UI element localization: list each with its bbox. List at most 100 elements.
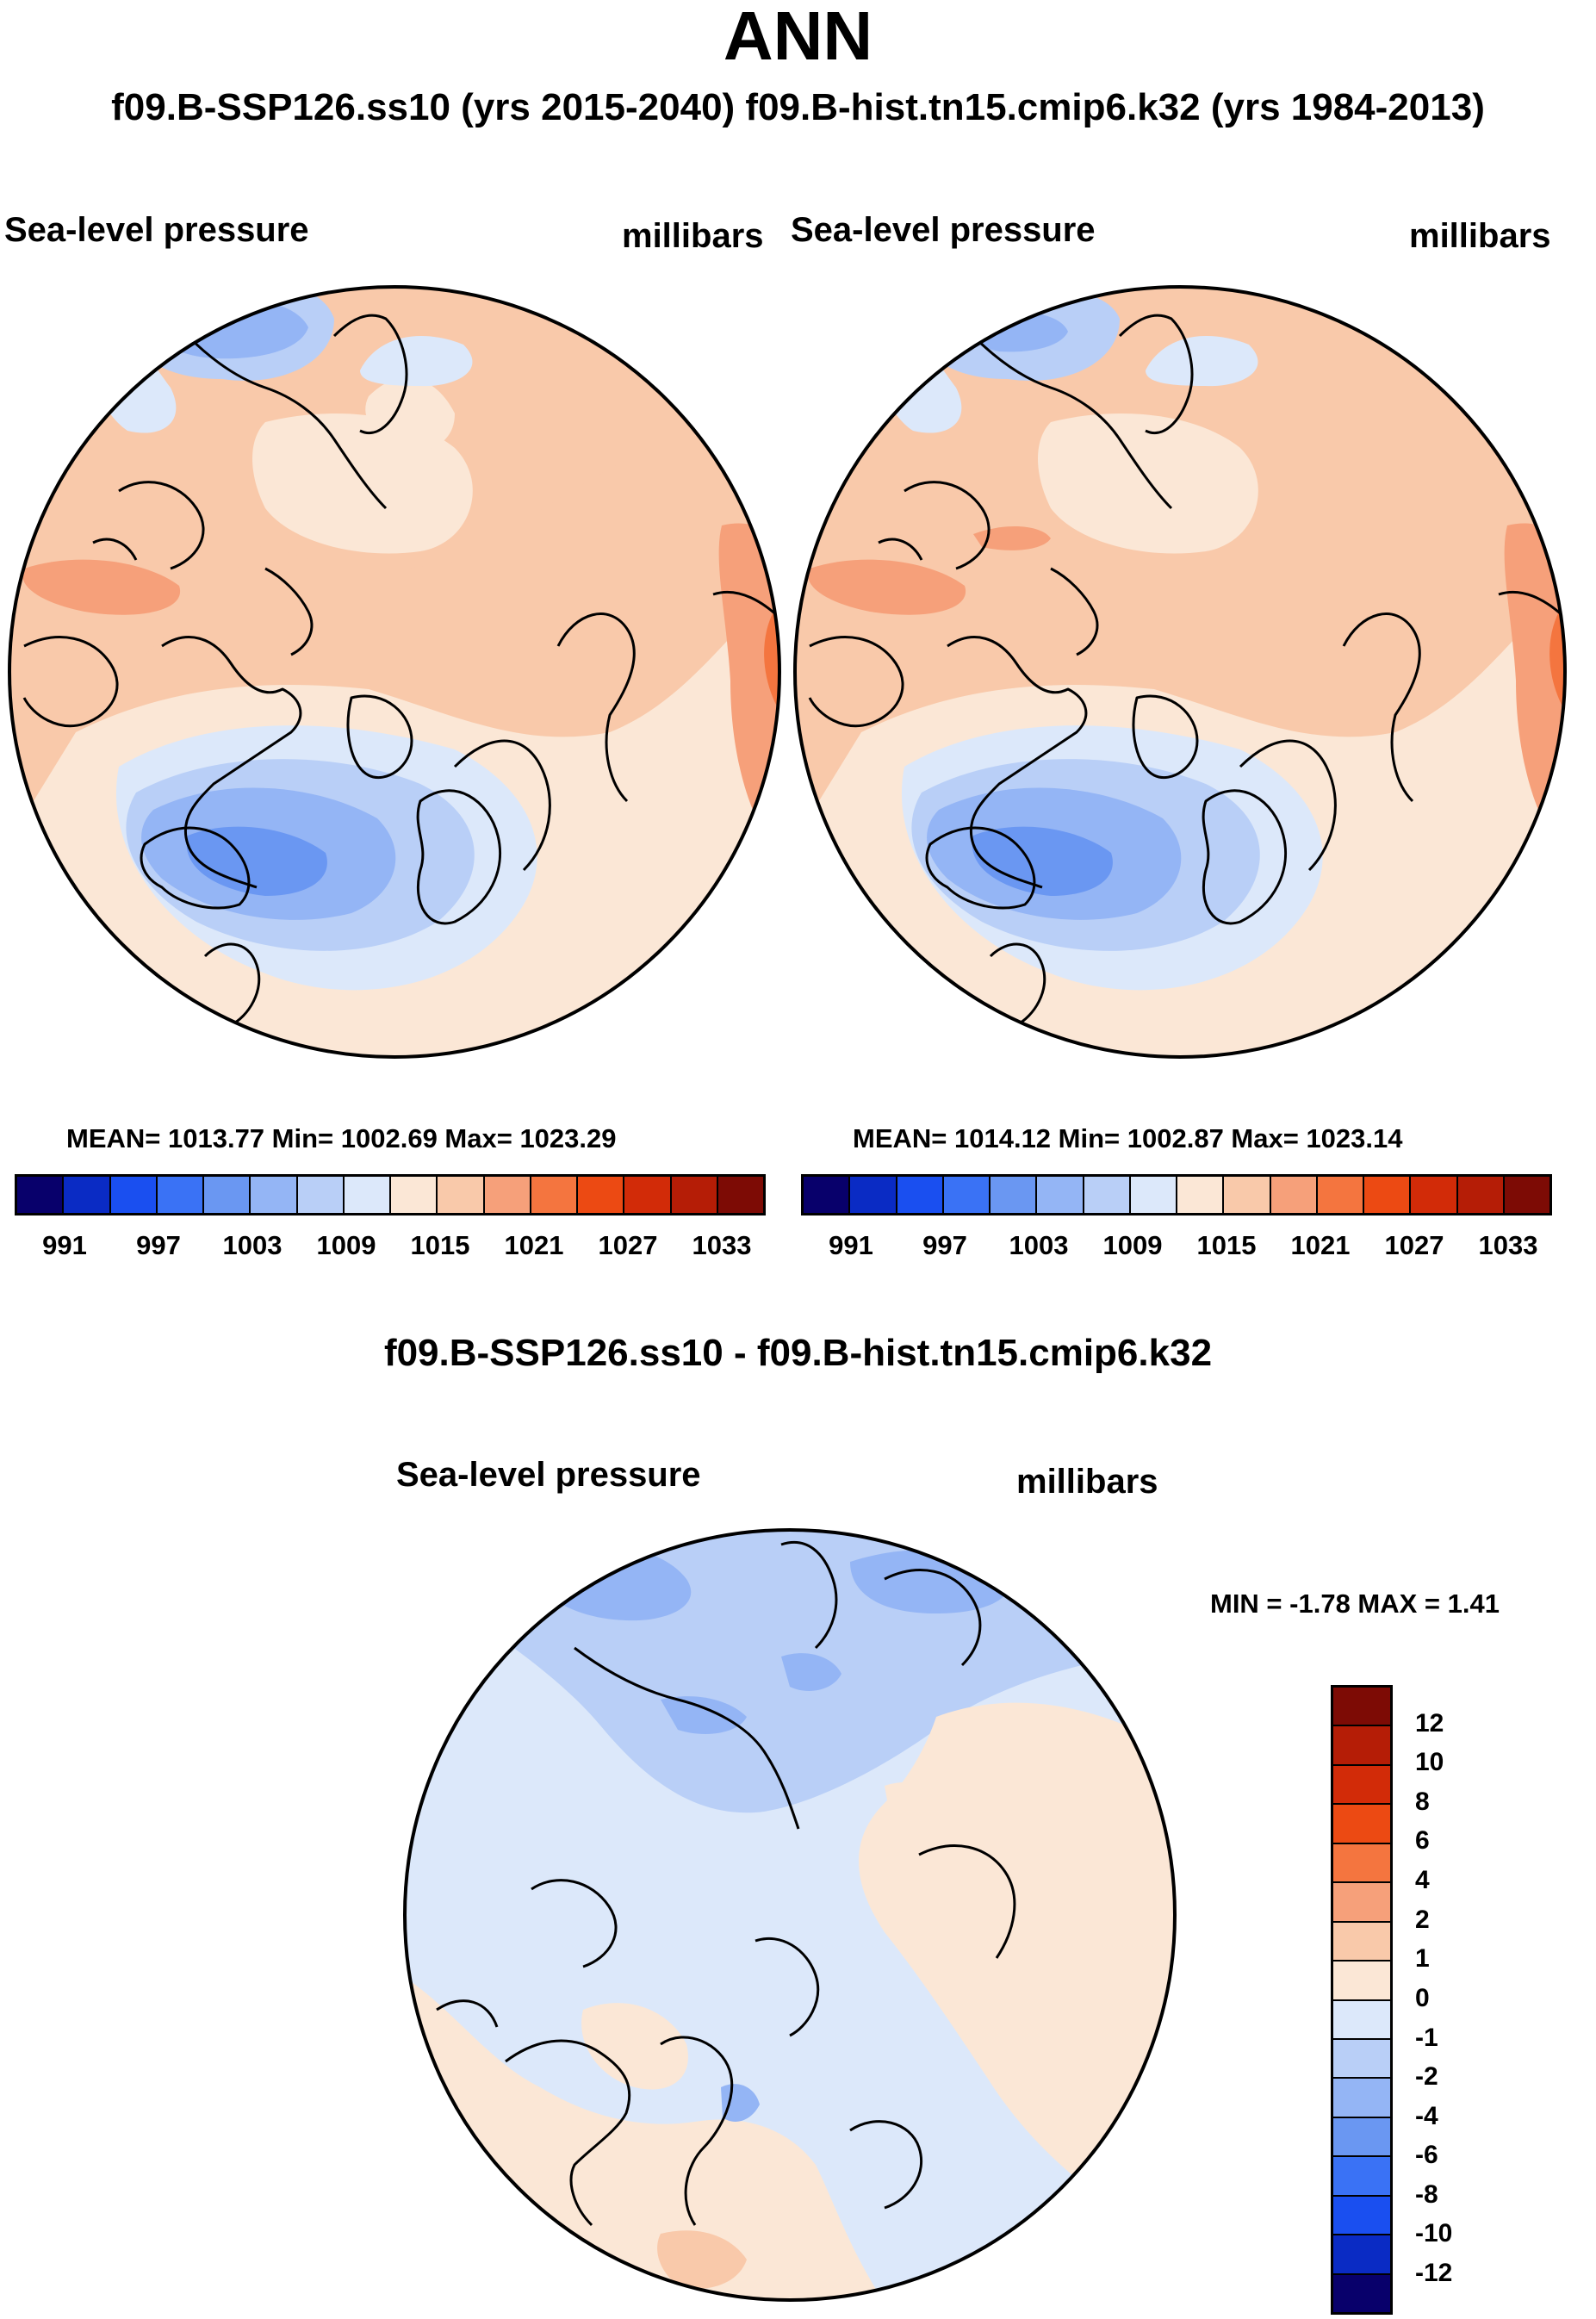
panel1-colorbar-tick: 1021 (504, 1230, 564, 1260)
diff-colorbar-box (1333, 1843, 1390, 1884)
colorbar-box (110, 1177, 158, 1213)
colorbar-box (578, 1177, 625, 1213)
colorbar-box (157, 1177, 204, 1213)
diff-colorbar-box (1333, 1962, 1390, 2001)
colorbar-box (204, 1177, 252, 1213)
diff-colorbar-tick: -10 (1415, 2219, 1453, 2248)
panel2-colorbar-tick: 1015 (1196, 1230, 1257, 1260)
diff-colorbar-box (1333, 1922, 1390, 1962)
diff-variable-label: Sea-level pressure (396, 1456, 701, 1494)
colorbar-box (1224, 1177, 1271, 1213)
panel2-colorbar-tick: 991 (829, 1230, 873, 1260)
colorbar-box (531, 1177, 578, 1213)
colorbar-box (804, 1177, 851, 1213)
diff-map-border (403, 1528, 1177, 2302)
diff-title: f09.B-SSP126.ss10 - f09.B-hist.tn15.cmip… (383, 1332, 1213, 1374)
colorbar-box (297, 1177, 345, 1213)
panel1-colorbar-tick: 997 (136, 1230, 181, 1260)
colorbar-box (717, 1177, 763, 1213)
colorbar-box (1270, 1177, 1318, 1213)
diff-colorbar-tick: 0 (1415, 1984, 1430, 2012)
diff-colorbar-tick: 4 (1415, 1866, 1430, 1894)
colorbar-box (1317, 1177, 1364, 1213)
diff-colorbar-tick: 8 (1415, 1787, 1430, 1816)
colorbar-box (1037, 1177, 1084, 1213)
panel2-colorbar-tick: 1021 (1290, 1230, 1351, 1260)
panel1-polar-map (8, 285, 781, 1059)
panel2-colorbar-tick: 1033 (1478, 1230, 1538, 1260)
colorbar-box (897, 1177, 944, 1213)
diff-positive-region-east (859, 1702, 1175, 2234)
diff-colorbar-box (1333, 2235, 1390, 2275)
panel2-colorbar-tick: 1009 (1102, 1230, 1163, 1260)
colorbar-box (484, 1177, 531, 1213)
colorbar-box (671, 1177, 718, 1213)
panel1-low-icelandic (186, 826, 327, 896)
colorbar-box (17, 1177, 65, 1213)
diff-colorbar-box (1333, 1726, 1390, 1766)
diff-colorbar-tick: 6 (1415, 1826, 1430, 1855)
colorbar-box (1177, 1177, 1225, 1213)
panel2-colorbar (801, 1174, 1552, 1215)
diff-colorbar-box (1333, 2079, 1390, 2118)
diff-colorbar-box (1333, 1765, 1390, 1806)
diff-colorbar-tick: -1 (1415, 2024, 1438, 2052)
panel1-stats: MEAN= 1013.77 Min= 1002.69 Max= 1023.29 (66, 1123, 617, 1153)
panel1-colorbar-tick: 1015 (410, 1230, 470, 1260)
panel1-colorbar (15, 1174, 766, 1215)
diff-colorbar-tick: 2 (1415, 1906, 1430, 1934)
diff-colorbar-box (1333, 2117, 1390, 2158)
panel2-low-icelandic (972, 826, 1113, 896)
diff-units-label: millibars (1016, 1463, 1158, 1501)
diff-colorbar-box (1333, 1805, 1390, 1844)
diff-polar-map (403, 1528, 1177, 2302)
panel2-colorbar-tick: 1003 (1009, 1230, 1069, 1260)
colorbar-box (850, 1177, 897, 1213)
diff-colorbar-tick: -4 (1415, 2102, 1438, 2130)
colorbar-box (438, 1177, 485, 1213)
diff-colorbar-tick: 12 (1415, 1709, 1444, 1738)
colorbar-box (1411, 1177, 1458, 1213)
panel2-coastlines (808, 314, 1565, 1027)
colorbar-box (943, 1177, 991, 1213)
panel1-colorbar-tick: 1009 (316, 1230, 376, 1260)
panel2-units-label: millibars (1409, 217, 1551, 255)
diff-colorbar-tick: -8 (1415, 2180, 1438, 2209)
diff-colorbar-box (1333, 2039, 1390, 2080)
panel2-map-border (793, 285, 1567, 1059)
figure-title: ANN (723, 0, 873, 74)
figure-subtitle: f09.B-SSP126.ss10 (yrs 2015-2040) f09.B-… (111, 86, 1485, 128)
panel2-colorbar-tick: 997 (922, 1230, 967, 1260)
colorbar-box (1504, 1177, 1549, 1213)
diff-colorbar-box (1333, 2000, 1390, 2040)
diff-colorbar-tick: 1 (1415, 1944, 1430, 1973)
diff-colorbar-box (1333, 1688, 1390, 1727)
panel1-colorbar-tick: 1033 (692, 1230, 752, 1260)
colorbar-box (991, 1177, 1038, 1213)
panel1-colorbar-tick: 1027 (598, 1230, 658, 1260)
panel1-units-label: millibars (622, 217, 764, 255)
colorbar-box (64, 1177, 111, 1213)
diff-colorbar-box (1333, 2274, 1390, 2312)
colorbar-box (624, 1177, 672, 1213)
diff-colorbar-tick: -12 (1415, 2259, 1453, 2287)
colorbar-box (344, 1177, 391, 1213)
colorbar-box (1457, 1177, 1505, 1213)
panel1-map-border (8, 285, 781, 1059)
colorbar-box (251, 1177, 298, 1213)
colorbar-box (391, 1177, 438, 1213)
diff-colorbar-tick: -2 (1415, 2062, 1438, 2091)
diff-colorbar-box (1333, 2157, 1390, 2197)
panel2-variable-label: Sea-level pressure (791, 211, 1096, 249)
diff-minmax: MIN = -1.78 MAX = 1.41 (1210, 1588, 1500, 1619)
panel1-colorbar-tick: 1003 (222, 1230, 283, 1260)
panel2-colorbar-tick: 1027 (1384, 1230, 1444, 1260)
panel2-polar-map (793, 285, 1567, 1059)
diff-colorbar (1331, 1685, 1393, 2315)
diff-colorbar-box (1333, 2196, 1390, 2236)
colorbar-box (1364, 1177, 1412, 1213)
panel2-stats: MEAN= 1014.12 Min= 1002.87 Max= 1023.14 (853, 1123, 1403, 1153)
colorbar-box (1130, 1177, 1177, 1213)
panel1-colorbar-tick: 991 (42, 1230, 87, 1260)
panel1-variable-label: Sea-level pressure (4, 211, 309, 249)
